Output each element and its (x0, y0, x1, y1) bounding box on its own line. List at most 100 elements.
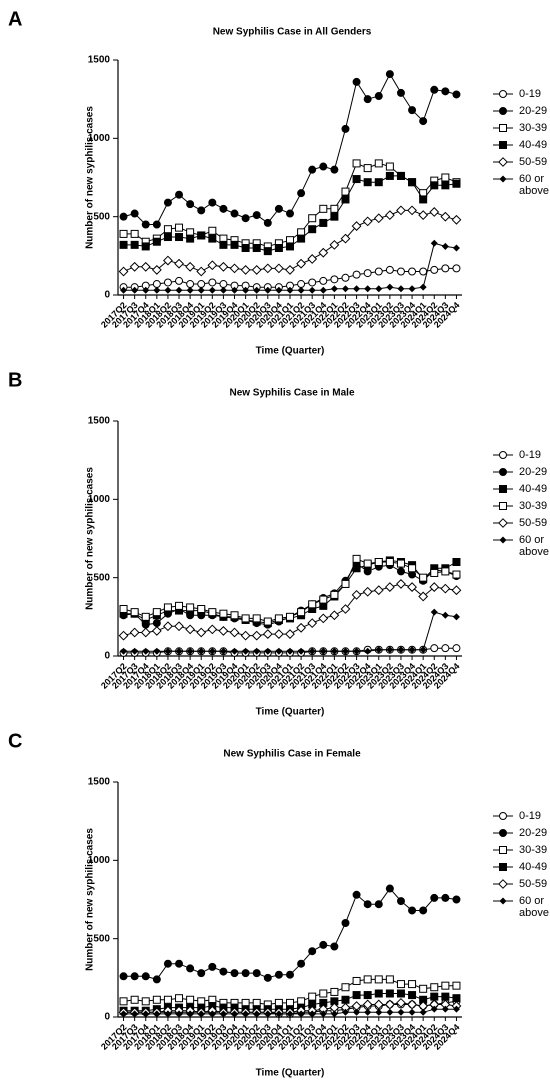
marker (374, 989, 383, 998)
legend-item: 0-19 (492, 810, 550, 822)
y-tick-label: 500 (93, 933, 110, 944)
marker (120, 647, 128, 655)
marker (142, 647, 150, 655)
marker (241, 214, 250, 223)
marker (273, 263, 284, 274)
marker (429, 207, 440, 217)
marker (498, 879, 508, 889)
marker (385, 558, 394, 566)
marker (219, 286, 227, 294)
y-tick-label: 0 (104, 1012, 110, 1023)
marker (208, 198, 217, 207)
panel-label: B (8, 369, 22, 391)
marker (274, 244, 283, 252)
marker (408, 178, 417, 187)
marker (163, 198, 172, 207)
marker (352, 159, 361, 168)
marker (363, 559, 372, 568)
marker (185, 261, 196, 272)
legend: 0-19 20-29 40-49 30-39 50-59 60 or above (492, 449, 550, 563)
marker (498, 518, 508, 528)
marker (120, 286, 128, 294)
marker (374, 900, 383, 909)
marker (208, 226, 217, 235)
marker (441, 981, 450, 990)
marker (499, 90, 507, 98)
marker (207, 260, 218, 271)
marker (175, 233, 184, 242)
marker (396, 980, 405, 989)
chart-title: New Syphilis Case in Female (223, 749, 361, 760)
marker (363, 269, 372, 278)
marker (319, 276, 328, 285)
marker (499, 451, 507, 459)
marker (330, 285, 338, 293)
marker (396, 997, 406, 1008)
marker (263, 973, 272, 982)
marker (451, 214, 462, 225)
marker (230, 611, 239, 620)
marker (374, 159, 383, 168)
marker (118, 630, 129, 641)
marker (419, 906, 428, 915)
marker (164, 647, 172, 655)
marker (397, 1008, 405, 1016)
marker (208, 1010, 216, 1018)
marker (152, 608, 161, 617)
marker (430, 568, 439, 577)
marker (441, 173, 450, 182)
marker (452, 994, 461, 1003)
marker (396, 171, 405, 180)
marker (175, 601, 184, 610)
marker (319, 204, 328, 213)
marker (353, 285, 361, 293)
marker (286, 647, 294, 655)
marker (408, 991, 417, 1000)
marker (499, 485, 507, 493)
marker (208, 278, 217, 287)
marker (408, 106, 417, 115)
marker (396, 897, 405, 906)
y-tick-label: 1000 (88, 855, 111, 866)
marker (340, 233, 351, 244)
marker (308, 225, 317, 234)
series-line (123, 162, 457, 247)
y-tick-label: 500 (93, 572, 110, 583)
marker (219, 1010, 227, 1018)
marker (207, 624, 218, 635)
marker (229, 263, 240, 274)
marker (441, 87, 450, 96)
marker (186, 995, 195, 1004)
marker (397, 285, 405, 293)
marker (131, 286, 139, 294)
marker (242, 286, 250, 294)
marker (297, 959, 306, 968)
marker (452, 558, 461, 566)
marker (374, 975, 383, 984)
y-tick-label: 1500 (88, 777, 111, 788)
marker (341, 285, 349, 293)
marker (319, 989, 328, 998)
marker (219, 280, 228, 289)
marker (329, 239, 340, 250)
marker (119, 605, 128, 613)
legend-item: 60 or above (492, 534, 550, 558)
marker (242, 647, 250, 655)
marker (275, 286, 283, 294)
marker (252, 211, 261, 220)
marker (253, 1010, 261, 1018)
marker (175, 1010, 183, 1018)
marker (341, 273, 350, 282)
marker (263, 218, 272, 227)
marker (352, 77, 361, 86)
marker (441, 611, 449, 619)
marker (296, 258, 307, 269)
marker (297, 286, 305, 294)
marker (499, 812, 507, 820)
marker (430, 1005, 438, 1013)
marker (264, 647, 272, 655)
y-tick-label: 0 (104, 651, 110, 662)
marker (141, 612, 150, 621)
legend-label: 20-29 (519, 466, 548, 478)
legend-item: 60 or above (492, 173, 550, 197)
